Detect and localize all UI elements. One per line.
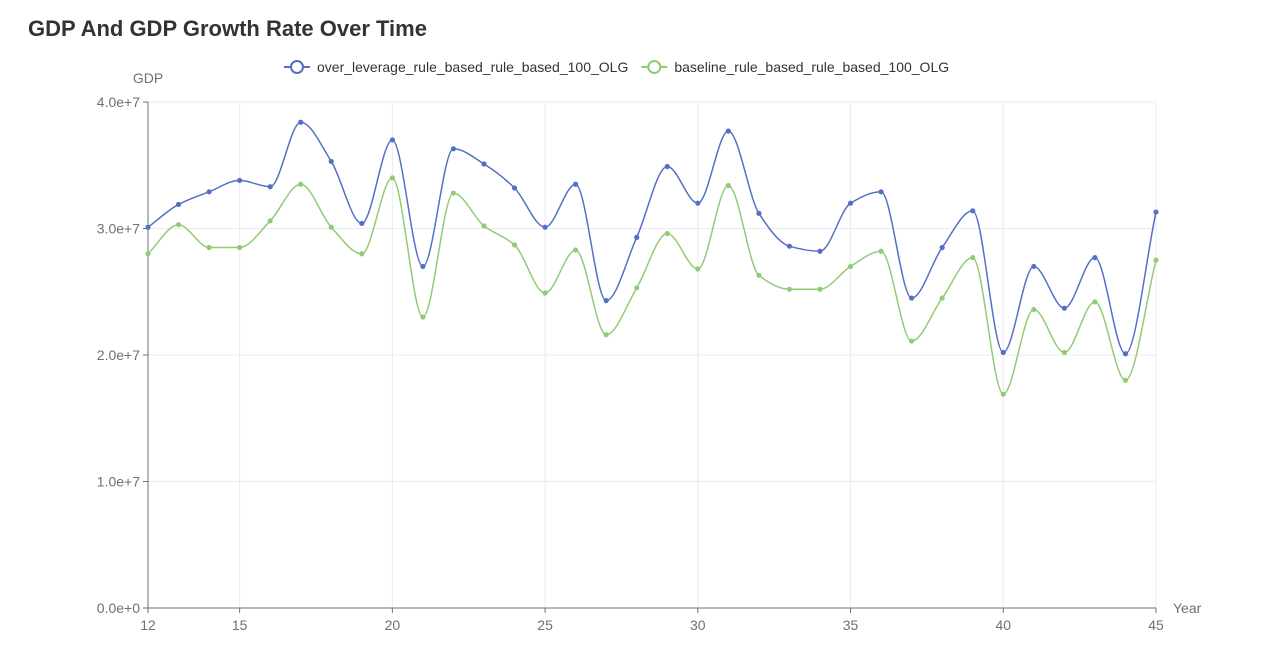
data-point-series-1 <box>542 224 548 230</box>
y-axis-title: GDP <box>133 70 163 86</box>
data-point-series-1 <box>603 298 609 304</box>
data-point-series-2 <box>573 247 579 253</box>
data-point-series-2 <box>725 182 731 189</box>
data-point-series-2 <box>298 181 304 187</box>
data-point-series-2 <box>1061 349 1067 356</box>
data-point-series-2 <box>328 224 334 230</box>
data-point-series-2 <box>511 242 518 248</box>
legend-marker-1 <box>290 60 304 74</box>
data-point-series-2 <box>267 218 273 224</box>
data-point-series-1 <box>909 295 915 301</box>
data-point-series-2 <box>1122 377 1129 383</box>
data-point-series-2 <box>1031 306 1037 313</box>
data-point-series-2 <box>664 230 670 237</box>
data-point-series-1 <box>695 200 701 206</box>
data-point-series-1 <box>725 128 731 134</box>
data-point-series-1 <box>664 163 670 170</box>
data-point-series-2 <box>450 190 457 196</box>
series-line-1 <box>147 121 1157 355</box>
data-point-series-2 <box>603 332 609 338</box>
x-tick-label: 25 <box>537 617 553 633</box>
data-point-series-2 <box>695 266 701 272</box>
data-point-series-1 <box>481 161 487 167</box>
data-point-series-1 <box>847 200 854 206</box>
series-line-2 <box>147 177 1157 395</box>
data-point-series-1 <box>298 119 304 125</box>
data-point-series-2 <box>939 295 945 301</box>
data-point-series-2 <box>1153 257 1159 263</box>
data-point-series-2 <box>542 290 548 296</box>
data-point-series-2 <box>420 314 426 320</box>
x-tick-label: 20 <box>385 617 401 633</box>
data-point-series-1 <box>786 243 793 249</box>
data-point-series-2 <box>634 285 640 291</box>
data-point-series-1 <box>237 177 243 184</box>
data-point-series-1 <box>817 248 823 254</box>
data-point-series-1 <box>1122 351 1129 357</box>
data-point-series-1 <box>145 224 151 230</box>
data-point-series-1 <box>634 234 640 240</box>
legend-label-2: baseline_rule_based_rule_based_100_OLG <box>674 59 949 75</box>
y-tick-label: 0.0e+0 <box>97 600 140 616</box>
data-point-series-2 <box>909 338 915 344</box>
data-point-series-2 <box>786 286 793 292</box>
y-tick-label: 2.0e+7 <box>97 347 140 363</box>
data-point-series-2 <box>206 244 212 251</box>
x-tick-label: 35 <box>843 617 859 633</box>
data-point-series-1 <box>359 220 365 227</box>
data-point-series-2 <box>175 222 182 228</box>
x-tick-label: 12 <box>140 617 156 633</box>
data-point-series-1 <box>1061 305 1067 311</box>
x-tick-label: 30 <box>690 617 706 633</box>
data-point-series-1 <box>450 146 457 152</box>
x-axis-title: Year <box>1173 600 1202 616</box>
data-point-series-1 <box>389 137 395 143</box>
data-point-series-1 <box>939 244 945 251</box>
data-point-series-2 <box>481 223 487 229</box>
x-tick-label: 15 <box>232 617 248 633</box>
data-point-series-1 <box>1153 209 1159 215</box>
x-tick-label: 40 <box>995 617 1011 633</box>
chart-title: GDP And GDP Growth Rate Over Time <box>28 16 427 41</box>
data-point-series-2 <box>1092 299 1098 305</box>
data-point-series-2 <box>389 175 395 181</box>
y-tick-label: 4.0e+7 <box>97 94 140 110</box>
data-point-series-1 <box>511 185 518 191</box>
data-point-series-1 <box>1092 254 1098 261</box>
data-point-series-2 <box>970 254 976 261</box>
data-point-series-1 <box>267 184 273 190</box>
data-point-series-1 <box>1000 349 1006 356</box>
data-point-series-1 <box>328 158 334 165</box>
data-point-series-1 <box>573 181 579 187</box>
data-point-series-2 <box>145 251 151 257</box>
data-point-series-1 <box>756 210 762 216</box>
data-point-series-2 <box>359 251 365 257</box>
y-tick-label: 1.0e+7 <box>97 474 140 490</box>
data-point-series-1 <box>175 201 182 208</box>
data-point-series-2 <box>878 248 884 254</box>
legend-label-1: over_leverage_rule_based_rule_based_100_… <box>317 59 628 75</box>
data-point-series-1 <box>878 189 884 195</box>
data-point-series-2 <box>847 263 854 270</box>
data-point-series-1 <box>206 189 212 195</box>
data-point-series-2 <box>237 244 243 251</box>
data-point-series-1 <box>420 263 426 270</box>
x-tick-label: 45 <box>1148 617 1164 633</box>
data-point-series-2 <box>817 286 823 292</box>
legend-marker-2 <box>647 60 662 74</box>
data-point-series-1 <box>970 208 976 214</box>
data-point-series-1 <box>1031 263 1037 270</box>
data-point-series-2 <box>1000 391 1006 397</box>
data-point-series-2 <box>756 272 762 278</box>
y-tick-label: 3.0e+7 <box>97 221 140 237</box>
